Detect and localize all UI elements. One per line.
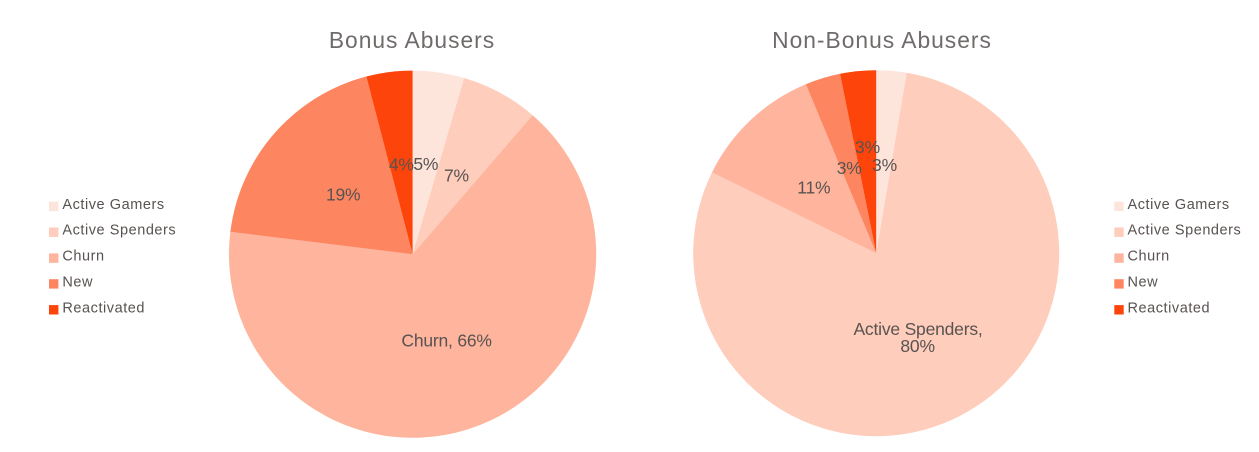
svg-text:80%: 80% — [900, 336, 934, 356]
svg-text:Churn: Churn — [1128, 249, 1170, 265]
svg-text:19%: 19% — [326, 185, 360, 205]
svg-text:Reactivated: Reactivated — [1128, 300, 1211, 316]
svg-text:Active Spenders: Active Spenders — [1128, 223, 1242, 239]
svg-text:Bonus Abusers: Bonus Abusers — [329, 27, 495, 53]
svg-text:Active Gamers: Active Gamers — [1128, 197, 1230, 213]
svg-text:Active Spenders,: Active Spenders, — [853, 319, 982, 339]
svg-text:Active Spenders: Active Spenders — [62, 223, 176, 239]
svg-text:4%: 4% — [389, 155, 414, 175]
svg-text:New: New — [62, 274, 93, 290]
svg-text:Non-Bonus Abusers: Non-Bonus Abusers — [772, 27, 992, 53]
svg-text:3%: 3% — [855, 137, 880, 157]
svg-text:11%: 11% — [797, 178, 830, 198]
svg-text:3%: 3% — [872, 155, 897, 175]
svg-text:Active Gamers: Active Gamers — [62, 197, 164, 213]
svg-text:5%: 5% — [413, 154, 438, 174]
svg-text:Reactivated: Reactivated — [62, 300, 145, 316]
svg-text:7%: 7% — [444, 166, 469, 186]
svg-text:Churn: Churn — [62, 249, 104, 265]
svg-text:3%: 3% — [837, 158, 862, 178]
svg-text:Churn, 66%: Churn, 66% — [401, 331, 491, 351]
svg-text:New: New — [1128, 274, 1159, 290]
